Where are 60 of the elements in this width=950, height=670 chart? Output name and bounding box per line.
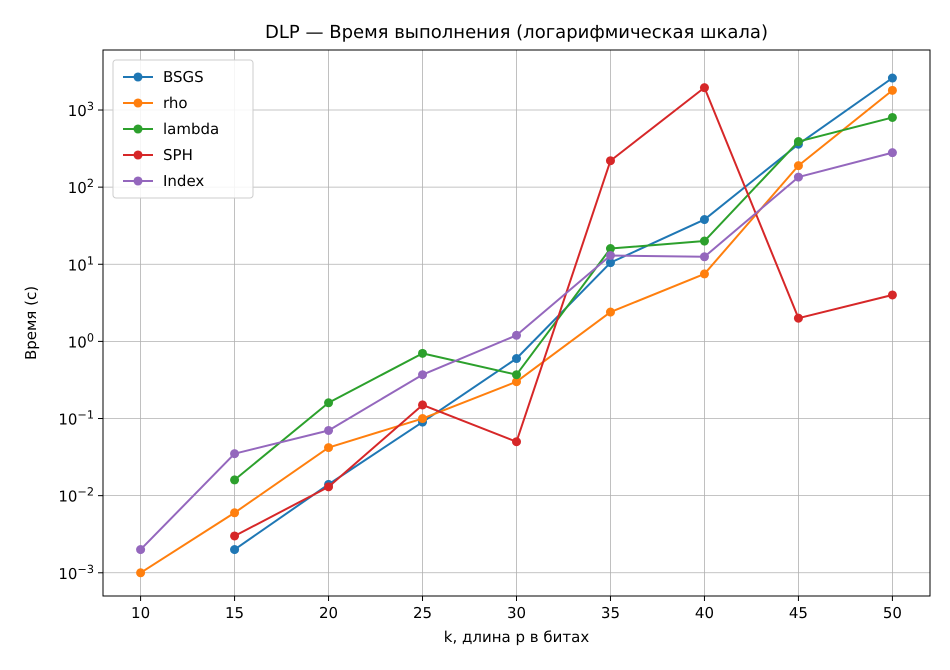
- point: [888, 112, 897, 122]
- point: [606, 308, 615, 317]
- point: [888, 86, 897, 95]
- x-tick-label: 45: [788, 604, 808, 622]
- y-tick-label: 10$^{−2}$: [58, 485, 94, 506]
- point: [888, 290, 897, 300]
- x-tick-label: 10: [131, 604, 150, 622]
- point: [700, 269, 709, 278]
- point: [230, 449, 240, 458]
- y-tick-label: 10$^{2}$: [68, 176, 94, 198]
- point: [136, 568, 146, 578]
- x-tick-label: 40: [694, 604, 714, 622]
- x-tick-label: 20: [319, 604, 338, 622]
- y-tick-label: 10$^{3}$: [68, 100, 94, 120]
- point: [230, 475, 240, 484]
- point: [512, 370, 522, 380]
- point: [700, 215, 709, 224]
- x-tick-label: 50: [882, 604, 902, 622]
- point: [606, 156, 615, 166]
- point: [324, 482, 334, 492]
- point: [418, 348, 428, 358]
- legend-label: rho: [163, 94, 188, 112]
- point: [418, 414, 428, 424]
- point: [136, 545, 146, 554]
- y-tick-label: 10$^{−3}$: [58, 562, 94, 583]
- point: [230, 508, 240, 518]
- point: [888, 74, 897, 83]
- y-tick-label: 10$^{−1}$: [58, 408, 94, 429]
- point: [700, 236, 709, 246]
- point: [324, 426, 334, 435]
- point: [888, 148, 897, 158]
- point: [512, 354, 522, 364]
- y-tick-label: 10$^{0}$: [68, 330, 94, 352]
- point: [700, 252, 709, 262]
- point: [230, 545, 240, 554]
- point: [794, 137, 803, 146]
- x-axis-title: k, длина p в битах: [444, 628, 590, 646]
- legend-label: Index: [163, 172, 204, 190]
- x-tick-label: 15: [225, 604, 244, 622]
- legend-label: SPH: [163, 146, 193, 164]
- y-tick-label: 10$^{1}$: [68, 254, 94, 274]
- x-tick-label: 35: [600, 604, 620, 622]
- point: [512, 437, 522, 446]
- point: [324, 443, 334, 452]
- point: [794, 161, 803, 170]
- point: [606, 250, 615, 260]
- point: [418, 400, 428, 410]
- legend-label: lambda: [163, 120, 220, 138]
- y-axis-title: Время (с): [22, 286, 40, 360]
- point: [512, 330, 522, 340]
- legend-label: BSGS: [163, 68, 204, 86]
- point: [418, 370, 428, 380]
- point: [794, 314, 803, 323]
- point: [700, 83, 709, 92]
- x-tick-label: 30: [506, 604, 526, 622]
- point: [230, 531, 240, 540]
- x-tick-label: 25: [412, 604, 432, 622]
- chart-title: DLP — Время выполнения (логарифмическая шкала): [265, 22, 768, 43]
- point: [794, 172, 803, 182]
- point: [324, 398, 334, 408]
